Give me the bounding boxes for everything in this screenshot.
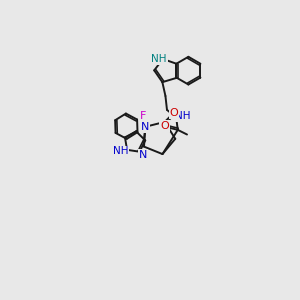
Text: NH: NH <box>151 54 167 64</box>
Text: N: N <box>139 150 147 160</box>
Text: NH: NH <box>175 111 190 121</box>
Text: F: F <box>140 111 146 121</box>
Text: O: O <box>169 109 178 118</box>
Text: O: O <box>160 121 169 131</box>
Text: N: N <box>141 122 150 132</box>
Text: NH: NH <box>113 146 129 156</box>
